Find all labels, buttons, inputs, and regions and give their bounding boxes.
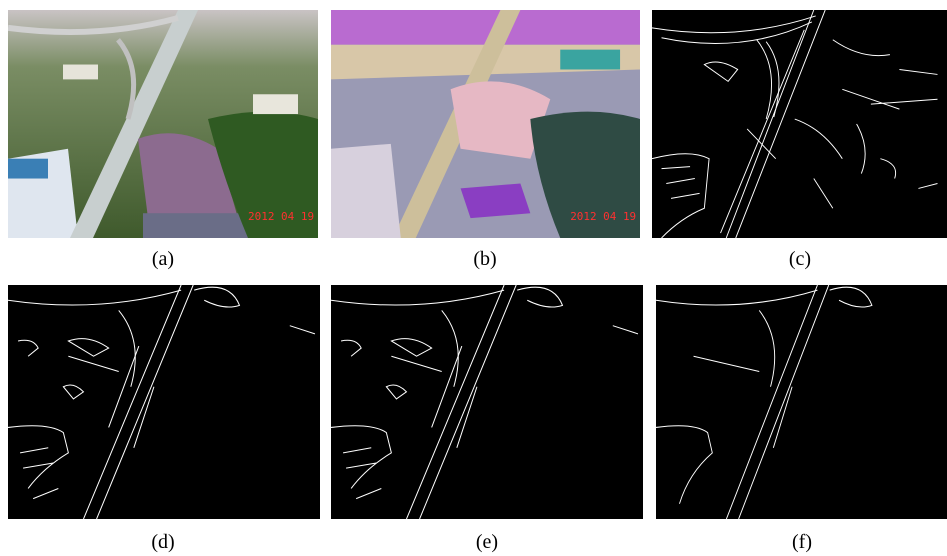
caption: (d) <box>133 531 193 554</box>
panel-image-b: 2012 04 19 <box>331 10 640 238</box>
caption: (f) <box>772 531 832 554</box>
caption: (e) <box>457 531 517 554</box>
panel-image-e <box>331 285 643 519</box>
caption: (a) <box>133 248 193 271</box>
panel-image-d <box>8 285 320 519</box>
figure: 2012 04 19 2012 04 19 <box>0 0 947 556</box>
date-stamp: 2012 04 19 <box>248 210 314 223</box>
date-stamp: 2012 04 19 <box>570 210 636 223</box>
panel-image-a: 2012 04 19 <box>8 10 318 238</box>
caption: (c) <box>770 248 830 271</box>
panel-image-c <box>652 10 947 238</box>
panel-image-f <box>656 285 947 519</box>
caption: (b) <box>455 248 515 271</box>
